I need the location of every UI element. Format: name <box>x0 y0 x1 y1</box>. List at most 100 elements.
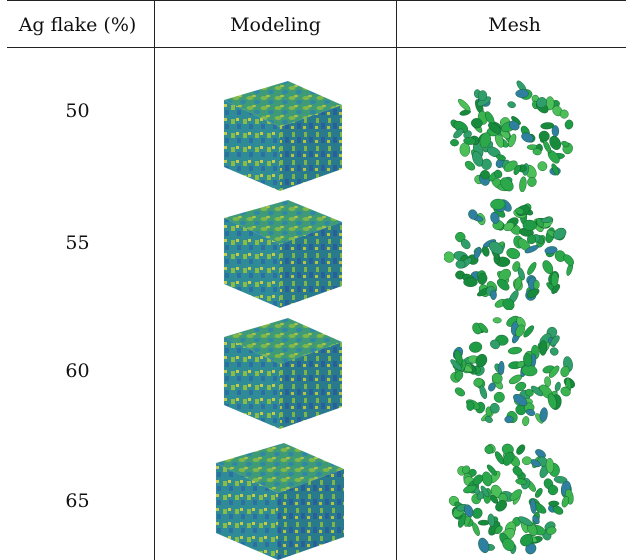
mesh-flake <box>544 246 558 255</box>
mesh-flake <box>523 325 535 338</box>
mesh-flake <box>490 289 497 300</box>
mesh-flake <box>520 534 533 547</box>
mesh-flake <box>502 451 514 466</box>
mesh-flake <box>515 324 525 337</box>
modeling-cube-50 <box>224 81 342 191</box>
mesh-flake <box>500 177 514 192</box>
header-ag-flake: Ag flake (%) <box>18 14 137 36</box>
mesh-flake <box>525 388 534 397</box>
mesh-flake <box>457 98 471 112</box>
mesh-flake <box>480 485 490 498</box>
mesh-flake <box>506 247 521 260</box>
mesh-flake <box>564 119 574 130</box>
mesh-flake <box>527 288 540 299</box>
mesh-flake <box>521 132 534 143</box>
mesh-flake <box>547 485 559 496</box>
mesh-flake <box>478 90 488 102</box>
header-mesh: Mesh <box>488 14 541 36</box>
mesh-flake <box>494 525 503 535</box>
mesh-flake <box>503 160 518 172</box>
top-rule <box>7 0 626 1</box>
mesh-flake <box>554 381 561 392</box>
mesh-flake <box>540 122 555 130</box>
mesh-flake <box>509 489 522 501</box>
mesh-flake <box>533 280 540 290</box>
mesh-flakes-50 <box>450 80 574 192</box>
mesh-flake <box>563 254 574 266</box>
mesh-flake <box>539 407 548 423</box>
mesh-flake <box>560 386 571 397</box>
mesh-flake <box>515 478 528 485</box>
mesh-flake <box>462 465 471 474</box>
mesh-flake <box>475 353 488 368</box>
mesh-flake <box>484 416 493 423</box>
mesh-flake <box>549 347 559 356</box>
mesh-flake <box>459 142 471 157</box>
mesh-flake <box>542 260 554 274</box>
mesh-flake <box>454 387 466 397</box>
mesh-flake <box>460 239 471 250</box>
row-value-60: 60 <box>65 360 90 382</box>
mesh-flake <box>548 365 560 378</box>
mesh-flake <box>527 262 537 275</box>
mesh-flake <box>502 538 515 552</box>
mesh-flake <box>508 120 520 131</box>
mesh-flake <box>490 494 499 504</box>
mesh-flake <box>522 219 537 231</box>
mesh-flake <box>464 160 476 171</box>
header-rule <box>7 47 626 48</box>
mesh-flake <box>477 273 488 285</box>
mesh-flake <box>502 298 515 310</box>
mesh-flake <box>521 456 532 466</box>
mesh-flake <box>488 122 502 134</box>
mesh-flake <box>522 416 530 427</box>
mesh-flake <box>496 278 510 291</box>
mesh-flake <box>552 505 564 515</box>
mesh-flake <box>455 259 466 269</box>
mesh-flake <box>469 341 483 353</box>
mesh-flake <box>468 209 478 220</box>
mesh-flake <box>463 137 477 145</box>
mesh-flake <box>494 451 505 465</box>
mesh-flake <box>450 139 459 147</box>
mesh-flake <box>493 391 505 403</box>
mesh-flake <box>532 148 542 156</box>
mesh-flake <box>464 504 474 518</box>
mesh-flake <box>512 466 523 477</box>
row-value-50: 50 <box>65 100 90 122</box>
mesh-flake <box>498 360 505 376</box>
mesh-flake <box>536 97 547 109</box>
mesh-flake <box>454 370 464 381</box>
mesh-flake <box>503 222 515 232</box>
mesh-flake <box>507 346 523 355</box>
column-divider-1 <box>154 0 155 560</box>
modeling-cube-65 <box>216 443 344 560</box>
mesh-flake <box>488 241 504 255</box>
mesh-flake <box>490 211 500 224</box>
mesh-flake <box>478 537 490 554</box>
mesh-flake <box>496 154 506 161</box>
mesh-flake <box>507 101 516 108</box>
mesh-flake <box>508 133 517 148</box>
mesh-flake <box>454 349 463 365</box>
mesh-flake <box>540 217 553 223</box>
mesh-flake <box>554 250 566 262</box>
column-divider-2 <box>396 0 397 560</box>
mesh-flake <box>453 128 464 139</box>
mesh-flake <box>513 393 528 407</box>
mesh-flake <box>494 169 503 179</box>
mesh-flake <box>532 515 540 525</box>
modeling-cube-55 <box>224 200 342 308</box>
mesh-flake <box>491 372 503 384</box>
mesh-flake <box>538 130 550 142</box>
mesh-flake <box>515 381 527 392</box>
mesh-flake <box>515 89 529 98</box>
mesh-flake <box>535 488 543 498</box>
mesh-flake <box>560 365 570 378</box>
mesh-flake <box>545 457 555 474</box>
mesh-flake <box>530 385 544 397</box>
mesh-flake <box>553 227 567 240</box>
mesh-flake <box>548 500 560 507</box>
mesh-flake <box>544 376 551 387</box>
mesh-flake <box>478 322 489 333</box>
